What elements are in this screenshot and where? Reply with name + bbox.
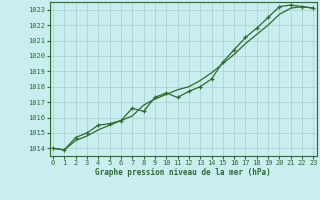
X-axis label: Graphe pression niveau de la mer (hPa): Graphe pression niveau de la mer (hPa) — [95, 168, 271, 177]
